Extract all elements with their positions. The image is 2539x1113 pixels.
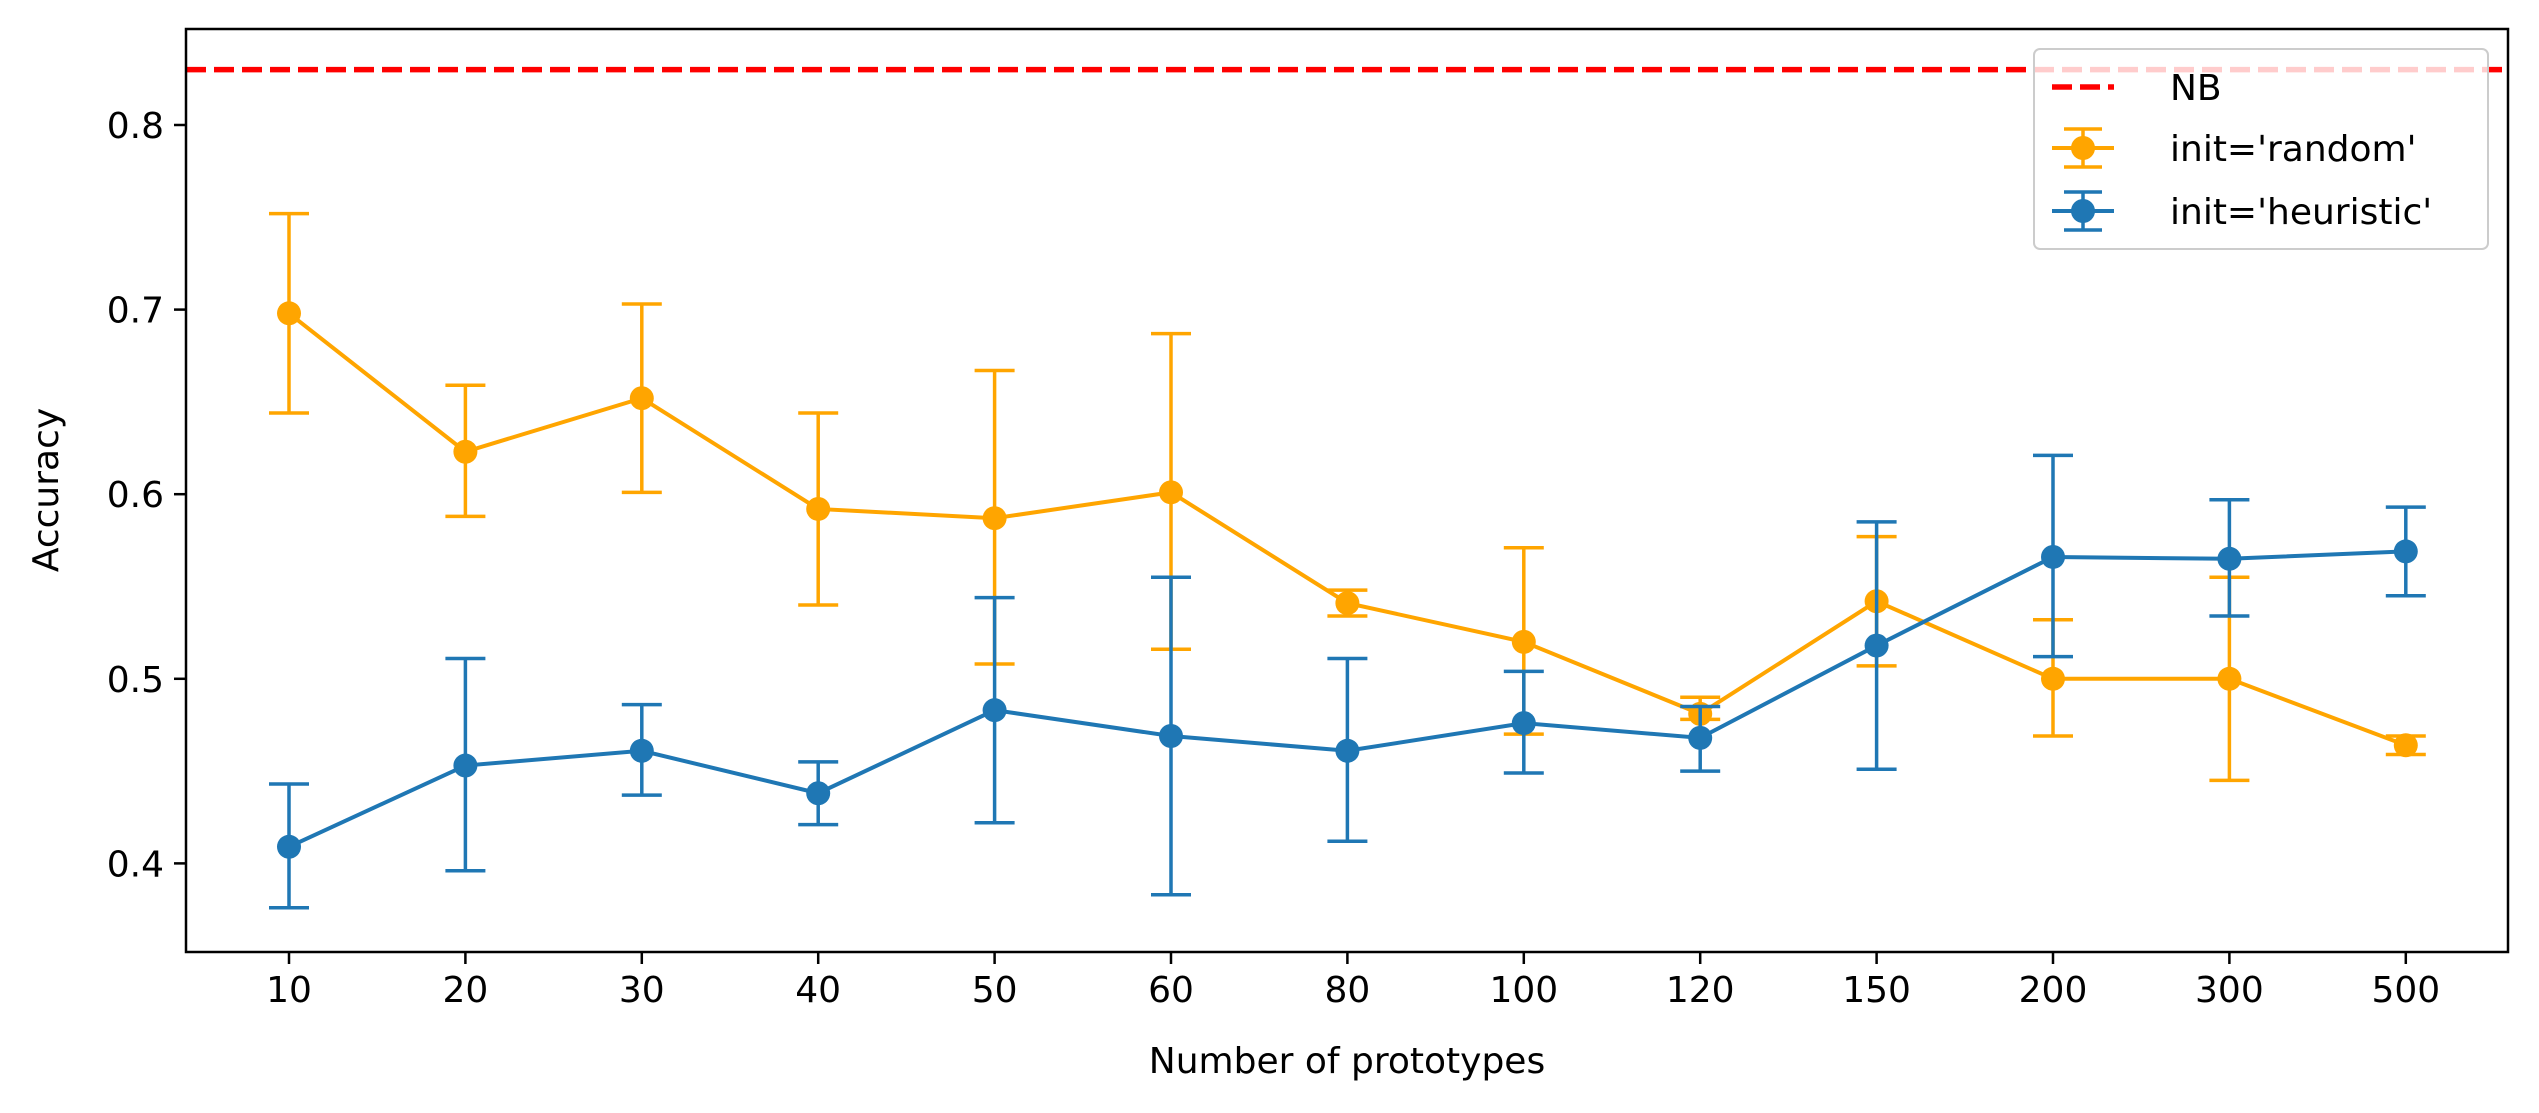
data-point bbox=[453, 754, 477, 778]
legend-series-label: init='random' bbox=[2170, 129, 2417, 170]
legend-nb-label: NB bbox=[2170, 68, 2222, 109]
legend-swatch-marker bbox=[2071, 199, 2095, 223]
data-point bbox=[1512, 630, 1536, 654]
data-point bbox=[1159, 724, 1183, 748]
y-tick-label: 0.4 bbox=[107, 844, 164, 885]
data-point bbox=[1688, 726, 1712, 750]
x-tick-label: 80 bbox=[1324, 970, 1370, 1011]
y-axis: 0.4 0.5 0.6 0.7 0.8 bbox=[107, 106, 186, 885]
data-point bbox=[1335, 739, 1359, 763]
x-tick-label: 120 bbox=[1666, 970, 1735, 1011]
y-tick-label: 0.8 bbox=[107, 106, 164, 147]
y-tick-label: 0.6 bbox=[107, 475, 164, 516]
legend: NB init='random' init='heuristic' bbox=[2034, 49, 2488, 249]
x-tick-label: 300 bbox=[2195, 970, 2264, 1011]
data-point bbox=[1512, 711, 1536, 735]
data-point bbox=[2041, 667, 2065, 691]
data-point bbox=[630, 739, 654, 763]
data-point bbox=[2041, 545, 2065, 569]
data-point bbox=[277, 301, 301, 325]
data-point bbox=[1335, 591, 1359, 615]
data-point bbox=[2217, 547, 2241, 571]
data-point bbox=[2394, 539, 2418, 563]
x-tick-label: 150 bbox=[1842, 970, 1911, 1011]
x-axis-label: Number of prototypes bbox=[1149, 1041, 1545, 1082]
data-point bbox=[1865, 634, 1889, 658]
data-point bbox=[983, 506, 1007, 530]
y-tick-label: 0.7 bbox=[107, 291, 164, 332]
data-point bbox=[453, 440, 477, 464]
legend-swatch-marker bbox=[2071, 136, 2095, 160]
data-point bbox=[277, 835, 301, 859]
x-tick-label: 30 bbox=[619, 970, 665, 1011]
x-tick-label: 50 bbox=[972, 970, 1018, 1011]
data-point bbox=[2217, 667, 2241, 691]
x-tick-label: 100 bbox=[1489, 970, 1558, 1011]
x-tick-label: 20 bbox=[442, 970, 488, 1011]
y-axis-label: Accuracy bbox=[26, 408, 67, 572]
x-tick-label: 200 bbox=[2019, 970, 2088, 1011]
x-tick-label: 10 bbox=[266, 970, 312, 1011]
x-axis: 10 20 30 40 50 60 80 100 120 150 200 300 500 bbox=[266, 952, 2440, 1011]
x-tick-label: 60 bbox=[1148, 970, 1194, 1011]
data-point bbox=[806, 497, 830, 521]
data-point bbox=[806, 781, 830, 805]
x-tick-label: 500 bbox=[2371, 970, 2440, 1011]
data-point bbox=[983, 698, 1007, 722]
data-point bbox=[630, 386, 654, 410]
x-tick-label: 40 bbox=[795, 970, 841, 1011]
data-point bbox=[2394, 733, 2418, 757]
data-point bbox=[1159, 480, 1183, 504]
y-tick-label: 0.5 bbox=[107, 660, 164, 701]
legend-series-label: init='heuristic' bbox=[2170, 192, 2432, 233]
